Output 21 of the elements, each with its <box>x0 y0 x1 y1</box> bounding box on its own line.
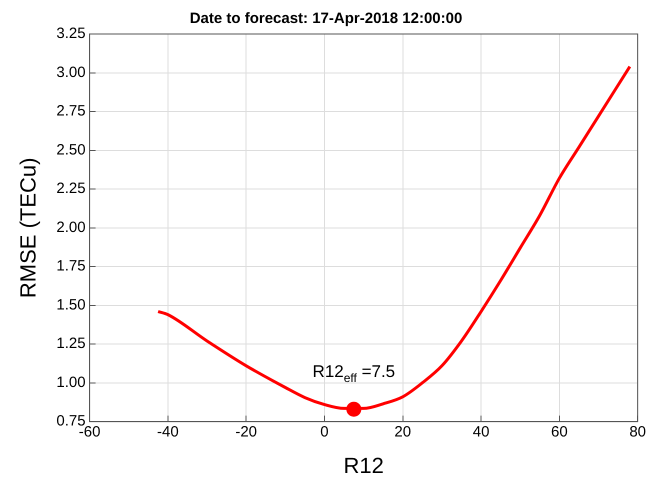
y-tick-label: 2.50 <box>56 141 86 158</box>
y-tick-label: 2.75 <box>56 102 86 120</box>
y-tick-label: 3.25 <box>56 25 86 42</box>
x-tick-label: -40 <box>157 424 179 441</box>
x-tick-label: -20 <box>235 424 258 441</box>
x-tick-label: 0 <box>320 424 329 441</box>
chart-title: Date to forecast: 17-Apr-2018 12:00:00 <box>190 10 462 28</box>
x-tick-label: 20 <box>394 424 412 441</box>
y-tick-label: 1.25 <box>56 335 86 352</box>
y-tick-label: 0.75 <box>56 412 86 430</box>
y-axis-title: RMSE (TECu) <box>15 158 40 298</box>
y-tick-label: 1.00 <box>56 374 86 391</box>
x-tick-label: 80 <box>629 424 646 441</box>
x-axis-title: R12 <box>343 452 384 478</box>
y-tick-label: 1.50 <box>56 296 86 314</box>
y-tick-label: 2.25 <box>56 180 86 198</box>
y-tick-label: 2.00 <box>56 218 86 236</box>
x-tick-label: 40 <box>472 424 490 441</box>
x-tick-label: 60 <box>551 424 568 441</box>
y-tick-label: 3.00 <box>56 64 86 81</box>
y-tick-label: 1.75 <box>56 258 86 275</box>
